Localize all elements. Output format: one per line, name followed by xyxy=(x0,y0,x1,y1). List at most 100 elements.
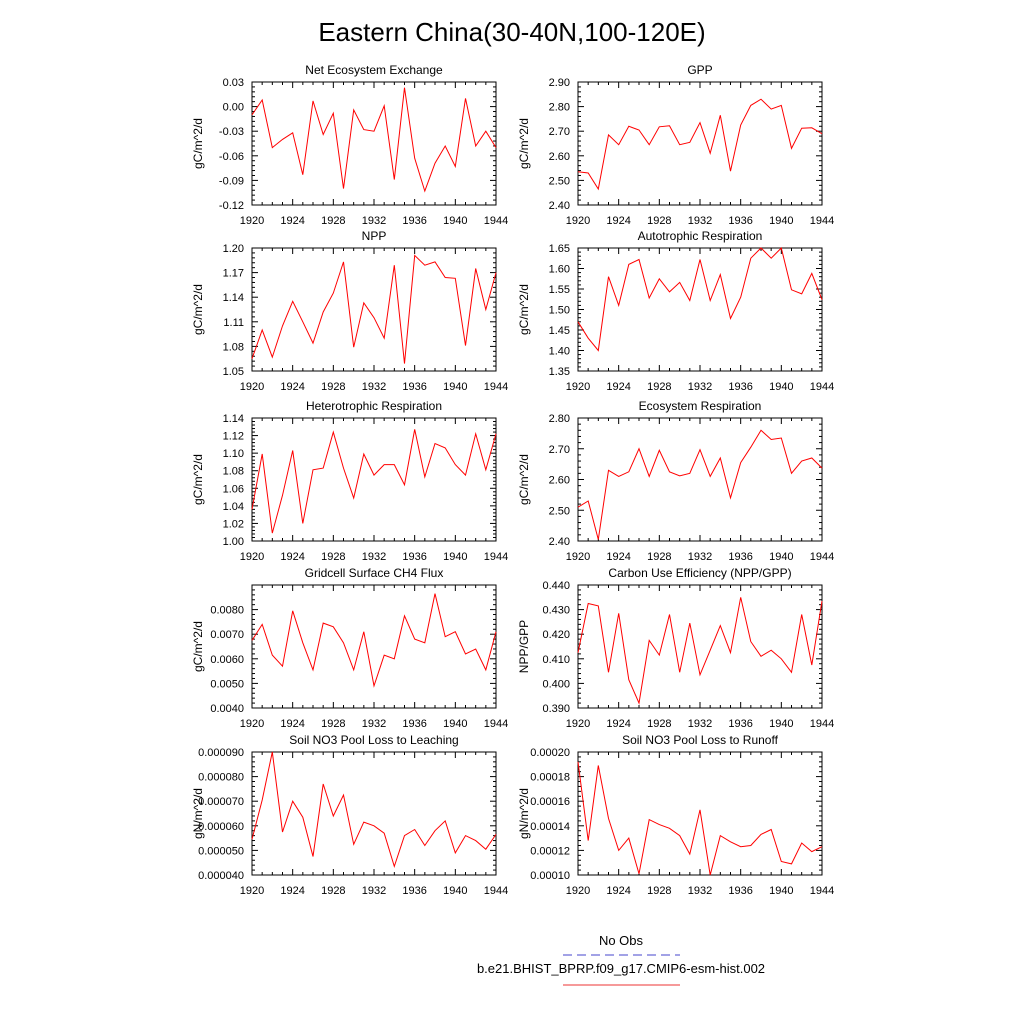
x-tick-label: 1936 xyxy=(402,381,426,393)
y-tick-label: 1.35 xyxy=(549,366,570,378)
plot-frame xyxy=(577,584,823,709)
x-tick-label: 1920 xyxy=(566,215,590,227)
x-tick-label: 1932 xyxy=(688,885,712,897)
chart-panel: Heterotrophic Respiration 1.00 1.02 1.04 1.0… xyxy=(191,399,508,563)
series-line xyxy=(251,254,497,364)
y-tick-label: 1.50 xyxy=(549,305,570,317)
y-tick-label: 0.430 xyxy=(542,605,570,617)
y-axis-label: gC/m^2/d xyxy=(191,454,205,505)
panel-title: Heterotrophic Respiration xyxy=(306,399,442,413)
plot-frame xyxy=(251,247,497,372)
x-tick-label: 1940 xyxy=(769,215,793,227)
x-tick-label: 1928 xyxy=(321,885,345,897)
chart-panel: Carbon Use Efficiency (NPP/GPP) 0.390 0.40… xyxy=(517,566,834,730)
series-line xyxy=(577,98,823,191)
y-tick-label: 0.000050 xyxy=(198,845,244,857)
x-tick-label: 1924 xyxy=(280,718,304,730)
y-tick-label: 1.05 xyxy=(223,366,244,378)
x-tick-label: 1944 xyxy=(484,551,508,563)
y-tick-label: 1.14 xyxy=(223,413,244,425)
chart-panels: Net Ecosystem Exchange -0.12 -0.09 -0.06 -0.… xyxy=(191,63,834,897)
series-line xyxy=(577,597,823,705)
y-tick-label: 1.65 xyxy=(549,243,570,255)
plot-frame xyxy=(577,751,823,876)
y-tick-label: 1.10 xyxy=(223,448,244,460)
panel-title: Soil NO3 Pool Loss to Leaching xyxy=(289,733,458,747)
x-tick-label: 1920 xyxy=(240,718,264,730)
y-tick-label: 0.0040 xyxy=(210,703,244,715)
y-tick-label: 2.90 xyxy=(549,77,570,89)
legend-label-model-run: b.e21.BHIST_BPRP.f09_g17.CMIP6-esm-hist.… xyxy=(477,961,765,976)
x-tick-label: 1940 xyxy=(443,551,467,563)
chart-panel: Net Ecosystem Exchange -0.12 -0.09 -0.06 -0.… xyxy=(191,63,508,227)
y-tick-label: -0.03 xyxy=(219,126,244,138)
y-tick-label: 2.40 xyxy=(549,200,570,212)
y-tick-label: 0.000060 xyxy=(198,821,244,833)
y-tick-label: 1.00 xyxy=(223,536,244,548)
panel-title: Ecosystem Respiration xyxy=(639,399,762,413)
panel-title: Net Ecosystem Exchange xyxy=(305,63,443,77)
x-tick-label: 1928 xyxy=(321,718,345,730)
y-axis-label: gC/m^2/d xyxy=(517,118,531,169)
x-tick-label: 1932 xyxy=(688,718,712,730)
x-tick-label: 1936 xyxy=(402,551,426,563)
x-tick-label: 1928 xyxy=(647,215,671,227)
y-tick-label: 0.000070 xyxy=(198,796,244,808)
x-tick-label: 1940 xyxy=(769,551,793,563)
x-tick-label: 1936 xyxy=(402,718,426,730)
y-axis-label: gN/m^2/d xyxy=(191,788,205,839)
y-tick-label: 2.80 xyxy=(549,102,570,114)
series-line xyxy=(577,247,823,352)
chart-panel: Gridcell Surface CH4 Flux 0.0040 0.0050 0.0… xyxy=(191,566,508,730)
legend: No Obs b.e21.BHIST_BPRP.f09_g17.CMIP6-es… xyxy=(477,933,765,986)
x-tick-label: 1924 xyxy=(280,215,304,227)
panel-title: Soil NO3 Pool Loss to Runoff xyxy=(622,733,779,747)
x-tick-label: 1932 xyxy=(362,551,386,563)
x-tick-label: 1944 xyxy=(810,215,834,227)
y-tick-label: 0.00020 xyxy=(530,747,570,759)
x-tick-label: 1924 xyxy=(280,885,304,897)
y-tick-label: 0.420 xyxy=(542,629,570,641)
x-tick-label: 1936 xyxy=(728,551,752,563)
x-tick-label: 1940 xyxy=(769,885,793,897)
y-tick-label: 0.00012 xyxy=(530,845,570,857)
chart-panel: Ecosystem Respiration 2.40 2.50 2.60 2.70 2.8… xyxy=(517,399,834,563)
x-tick-label: 1920 xyxy=(240,215,264,227)
y-tick-label: -0.06 xyxy=(219,151,244,163)
y-tick-label: 1.45 xyxy=(549,325,570,337)
x-tick-label: 1932 xyxy=(688,381,712,393)
y-tick-label: 2.50 xyxy=(549,175,570,187)
x-tick-label: 1924 xyxy=(606,215,630,227)
chart-panel: Soil NO3 Pool Loss to Leaching 0.000040 0.… xyxy=(191,733,508,897)
plot-frame xyxy=(251,81,497,206)
x-tick-label: 1936 xyxy=(728,718,752,730)
y-tick-label: 1.06 xyxy=(223,483,244,495)
x-tick-label: 1940 xyxy=(443,718,467,730)
y-tick-label: 2.40 xyxy=(549,536,570,548)
x-tick-label: 1928 xyxy=(647,551,671,563)
x-tick-label: 1944 xyxy=(810,551,834,563)
y-tick-label: -0.09 xyxy=(219,175,244,187)
y-tick-label: 1.55 xyxy=(549,284,570,296)
y-axis-label: gC/m^2/d xyxy=(191,118,205,169)
plot-frame xyxy=(577,81,823,206)
y-axis-label: gC/m^2/d xyxy=(191,621,205,672)
x-tick-label: 1940 xyxy=(769,381,793,393)
chart-panel: GPP 2.40 2.50 2.60 2.70 2.80 2.90 1920 1924 1928 1… xyxy=(517,63,834,227)
y-tick-label: 2.80 xyxy=(549,413,570,425)
series-line xyxy=(251,429,497,534)
x-tick-label: 1920 xyxy=(566,381,590,393)
series-line xyxy=(577,761,823,876)
plot-frame xyxy=(251,584,497,709)
y-tick-label: 0.000090 xyxy=(198,747,244,759)
x-tick-label: 1932 xyxy=(362,215,386,227)
x-tick-label: 1920 xyxy=(240,551,264,563)
y-tick-label: 1.11 xyxy=(223,317,244,329)
x-tick-label: 1936 xyxy=(728,381,752,393)
plot-frame xyxy=(251,417,497,542)
y-tick-label: 0.00016 xyxy=(530,796,570,808)
x-tick-label: 1944 xyxy=(810,718,834,730)
x-tick-label: 1936 xyxy=(728,885,752,897)
x-tick-label: 1928 xyxy=(321,551,345,563)
